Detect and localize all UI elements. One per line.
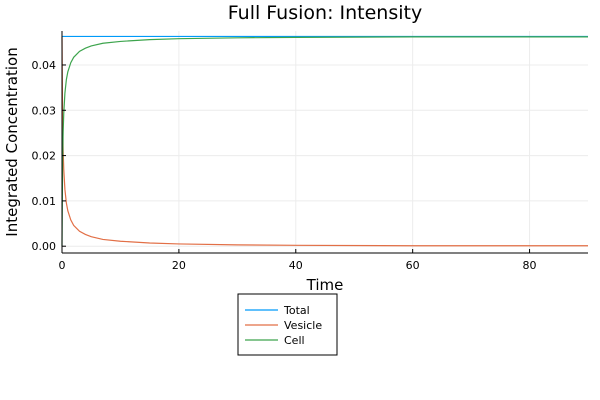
x-tick-label: 80 <box>523 259 537 272</box>
legend: Total Vesicle Cell <box>237 293 338 356</box>
x-tick-label: 60 <box>406 259 420 272</box>
legend-label-total: Total <box>283 304 310 317</box>
y-tick-label: 0.03 <box>32 104 57 117</box>
y-tick-label: 0.04 <box>32 59 57 72</box>
grid-layer <box>61 31 588 253</box>
ticks-layer: 0 20 40 60 80 0.00 0.01 0.02 0.03 0.04 <box>32 59 537 272</box>
y-axis-label: Integrated Concentration <box>3 47 21 236</box>
legend-label-cell: Cell <box>284 334 305 347</box>
axes-layer <box>61 31 588 254</box>
x-tick-label: 20 <box>172 259 186 272</box>
legend-label-vesicle: Vesicle <box>284 319 322 332</box>
x-tick-label: 0 <box>59 259 66 272</box>
series-line-vesicle <box>61 36 588 247</box>
chart-title: Full Fusion: Intensity <box>228 2 422 24</box>
series-layer <box>61 35 588 247</box>
x-axis-label: Time <box>306 276 344 294</box>
y-tick-label: 0.02 <box>32 150 57 163</box>
x-tick-label: 40 <box>289 259 303 272</box>
y-tick-label: 0.00 <box>32 240 57 253</box>
series-line-cell <box>61 36 588 247</box>
y-tick-label: 0.01 <box>32 195 57 208</box>
